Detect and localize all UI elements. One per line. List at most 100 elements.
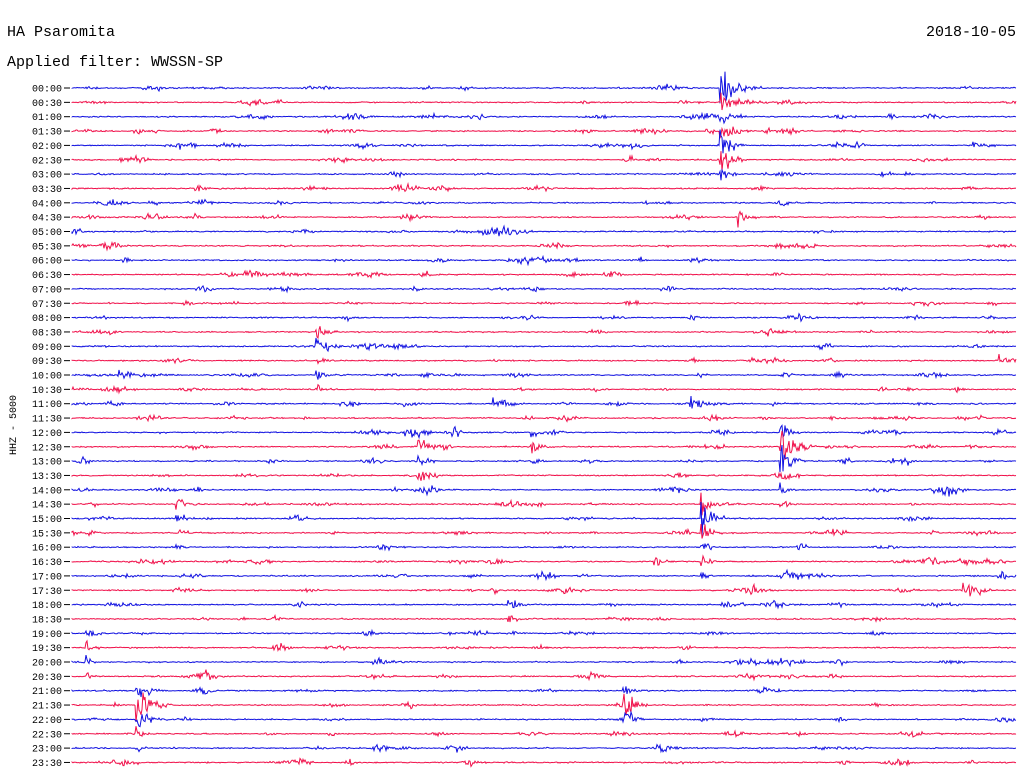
y-tick-label: 09:30 xyxy=(32,357,62,368)
trace-line xyxy=(71,568,1017,582)
y-tick-label: 15:00 xyxy=(32,515,62,526)
y-tick-label: 17:30 xyxy=(32,587,62,598)
y-axis-label: HHZ - 5000 xyxy=(9,395,20,455)
y-tick-label: 20:30 xyxy=(32,673,62,684)
trace-line xyxy=(71,151,1017,171)
trace-line xyxy=(71,413,1017,423)
trace-line xyxy=(71,628,1017,637)
y-tick-label: 14:30 xyxy=(32,501,62,512)
trace-line xyxy=(71,126,1017,139)
y-tick-label: 20:00 xyxy=(32,659,62,670)
trace-line xyxy=(71,284,1017,294)
y-tick-label: 23:00 xyxy=(32,745,62,756)
trace-line xyxy=(71,312,1017,323)
trace-line xyxy=(71,613,1017,623)
trace-line xyxy=(71,210,1016,228)
trace-line xyxy=(71,430,1017,460)
y-tick-label: 02:00 xyxy=(32,142,62,153)
y-tick-label: 14:00 xyxy=(32,486,62,497)
trace-line xyxy=(71,492,1017,516)
trace-line xyxy=(71,354,1017,365)
trace-line xyxy=(71,710,1017,728)
y-tick-label: 18:30 xyxy=(32,615,62,626)
trace-line xyxy=(71,71,1017,104)
y-tick-label: 03:00 xyxy=(32,171,62,182)
y-tick-label: 02:30 xyxy=(32,156,62,167)
trace-line xyxy=(71,743,1017,754)
y-tick-label: 05:00 xyxy=(32,228,62,239)
y-tick-label: 06:00 xyxy=(32,257,62,268)
y-tick-label: 16:00 xyxy=(32,544,62,555)
trace-line xyxy=(71,395,1017,409)
trace-group xyxy=(71,71,1017,768)
y-tick-label: 19:30 xyxy=(32,644,62,655)
y-tick-label: 11:30 xyxy=(32,415,62,426)
y-tick-label: 01:00 xyxy=(32,113,62,124)
y-tick-label: 12:00 xyxy=(32,429,62,440)
y-tick-label: 13:30 xyxy=(32,472,62,483)
trace-line xyxy=(71,254,1017,267)
trace-line xyxy=(71,543,1017,552)
y-tick-label: 10:00 xyxy=(32,372,62,383)
trace-line xyxy=(71,369,1017,380)
trace-line xyxy=(71,726,1017,739)
trace-line xyxy=(71,482,1017,497)
y-tick-label: 19:00 xyxy=(32,630,62,641)
station-title: HA Psaromita xyxy=(7,24,115,41)
trace-line xyxy=(71,182,1017,193)
trace-line xyxy=(71,554,1017,567)
y-tick-label: 22:00 xyxy=(32,716,62,727)
trace-line xyxy=(71,524,1017,539)
filter-label: Applied filter: WWSSN-SP xyxy=(7,54,223,71)
trace-line xyxy=(71,599,1017,610)
y-tick-label: 08:00 xyxy=(32,314,62,325)
y-tick-label: 09:00 xyxy=(32,343,62,354)
y-tick-label: 21:00 xyxy=(32,687,62,698)
trace-line xyxy=(71,269,1017,279)
trace-line xyxy=(71,241,1017,252)
trace-line xyxy=(71,299,1017,307)
trace-line xyxy=(71,224,1017,237)
y-tick-label: 12:30 xyxy=(32,443,62,454)
y-tick-label: 01:30 xyxy=(32,128,62,139)
trace-line xyxy=(71,582,1017,597)
trace-line xyxy=(71,639,1017,653)
y-tick-label: 07:30 xyxy=(32,300,62,311)
trace-line xyxy=(71,757,1017,768)
trace-line xyxy=(71,337,1016,353)
y-tick-label: 23:30 xyxy=(32,759,62,770)
y-tick-label: 00:30 xyxy=(32,99,62,110)
y-tick-label: 05:30 xyxy=(32,242,62,253)
trace-line xyxy=(71,444,1017,473)
y-tick-label: 18:00 xyxy=(32,601,62,612)
trace-line xyxy=(71,129,1017,154)
trace-line xyxy=(71,654,1017,668)
trace-line xyxy=(71,383,1016,395)
trace-line xyxy=(71,198,1017,207)
trace-line xyxy=(71,471,1017,481)
trace-line xyxy=(71,669,1017,682)
y-tick-label: 08:30 xyxy=(32,328,62,339)
y-tick-label: 00:00 xyxy=(32,85,62,96)
date-label: 2018-10-05 xyxy=(926,24,1016,41)
trace-line xyxy=(71,111,1017,125)
y-tick-label: 13:00 xyxy=(32,458,62,469)
y-tick-label: 04:00 xyxy=(32,199,62,210)
y-tick-label: 17:00 xyxy=(32,572,62,583)
trace-line xyxy=(71,685,1017,698)
trace-line xyxy=(71,168,1017,181)
y-tick-label: 07:00 xyxy=(32,285,62,296)
y-tick-label: 04:30 xyxy=(32,214,62,225)
y-tick-label: 22:30 xyxy=(32,730,62,741)
y-tick-label: 06:30 xyxy=(32,271,62,282)
y-tick-group: 00:00 00:30 01:00 01:30 02:00 02:30 03:00 03:30… xyxy=(32,85,70,770)
y-tick-label: 21:30 xyxy=(32,702,62,713)
trace-line xyxy=(71,326,1017,339)
trace-line xyxy=(71,424,1017,440)
y-tick-label: 15:30 xyxy=(32,529,62,540)
y-tick-label: 11:00 xyxy=(32,400,62,411)
y-tick-label: 10:30 xyxy=(32,386,62,397)
trace-line xyxy=(71,92,1017,111)
trace-line xyxy=(71,692,1017,722)
